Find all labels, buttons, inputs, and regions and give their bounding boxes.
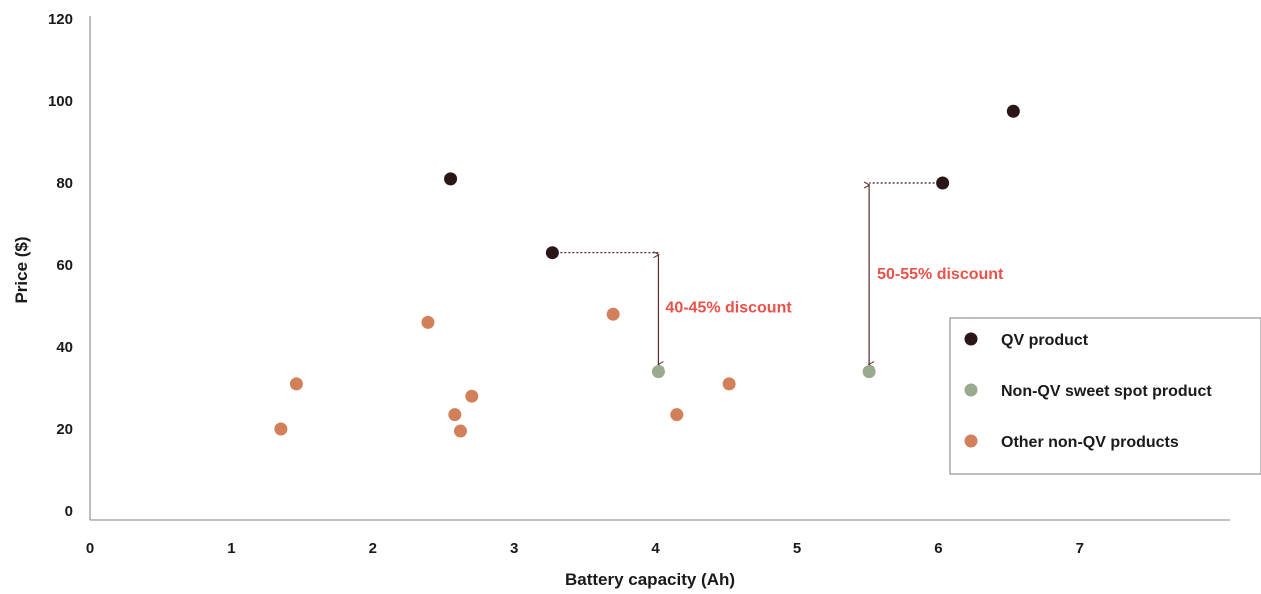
annotation-discount-label: 40-45% discount (665, 300, 792, 317)
x-tick-label: 5 (793, 540, 801, 557)
x-tick-label: 3 (510, 540, 518, 557)
legend: QV product Non-QV sweet spot product Other… (949, 317, 1261, 475)
data-point (862, 365, 876, 379)
y-tick-label: 120 (48, 11, 73, 28)
y-tick-label: 20 (56, 421, 73, 438)
x-tick-label: 6 (934, 540, 942, 557)
y-tick-label: 40 (56, 339, 73, 356)
data-point (1006, 104, 1020, 118)
data-point (670, 408, 684, 422)
legend-label: QV product (1001, 332, 1089, 349)
data-point (444, 172, 458, 186)
data-points (274, 104, 1020, 438)
data-point (289, 377, 303, 391)
data-point (448, 408, 462, 422)
axes (89, 16, 1230, 521)
x-tick-label: 7 (1076, 540, 1084, 557)
x-tick-label: 1 (227, 540, 235, 557)
x-axis-title: Battery capacity (Ah) (565, 570, 735, 589)
annotation-discount-label: 50-55% discount (877, 266, 1004, 283)
data-point (606, 307, 620, 321)
data-point (722, 377, 736, 391)
y-tick-label: 0 (65, 503, 73, 520)
y-tick-label: 60 (56, 257, 73, 274)
data-point (651, 365, 665, 379)
data-point (421, 315, 435, 329)
y-axis-title: Price ($) (12, 236, 31, 303)
data-point (465, 389, 479, 403)
x-tick-label: 2 (369, 540, 377, 557)
legend-label: Other non-QV products (1001, 434, 1179, 451)
x-tick-labels: 0 1 2 3 4 5 6 7 (86, 540, 1084, 557)
legend-marker (964, 434, 978, 448)
y-tick-label: 100 (48, 93, 73, 110)
data-point (936, 176, 950, 190)
data-point (545, 246, 559, 260)
data-point (274, 422, 288, 436)
legend-label: Non-QV sweet spot product (1001, 383, 1212, 400)
y-tick-labels: 0 20 40 60 80 100 120 (48, 11, 73, 520)
legend-box (949, 317, 1261, 475)
x-tick-label: 0 (86, 540, 94, 557)
data-point (453, 424, 467, 438)
x-tick-label: 4 (651, 540, 660, 557)
legend-marker (964, 383, 978, 397)
legend-marker (964, 332, 978, 346)
y-tick-label: 80 (56, 175, 73, 192)
annotations: 40-45% discount 50-55% discount (552, 183, 1004, 365)
